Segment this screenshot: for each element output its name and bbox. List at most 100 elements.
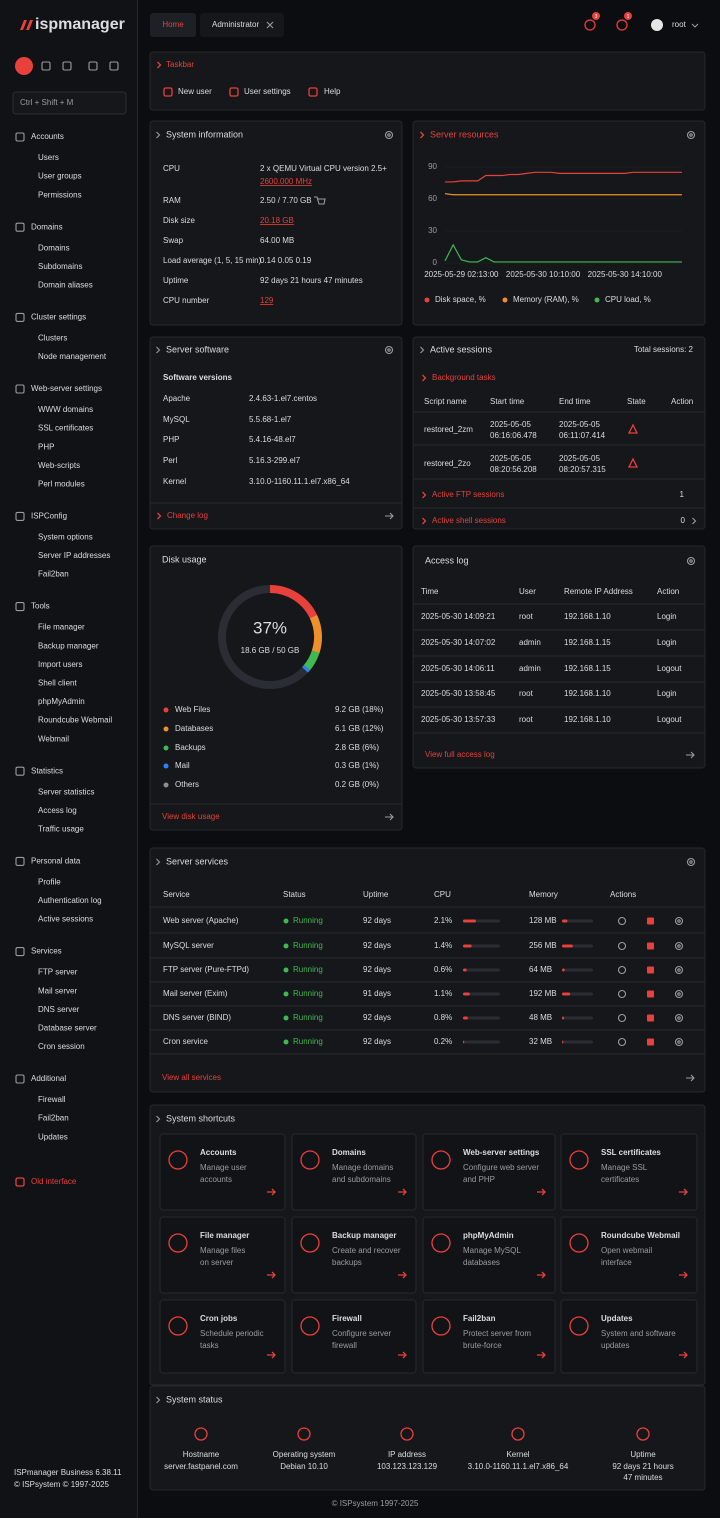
- shortcut-card[interactable]: [422, 1299, 556, 1374]
- menu-group[interactable]: Tools: [31, 602, 50, 611]
- user-menu-chevron[interactable]: [691, 23, 699, 28]
- nav-home[interactable]: [15, 57, 33, 75]
- settings-icon[interactable]: [674, 989, 684, 999]
- avatar[interactable]: [651, 19, 663, 31]
- shortcut-card[interactable]: [560, 1216, 698, 1294]
- menu-item[interactable]: Perl modules: [38, 480, 85, 489]
- stop-button[interactable]: [647, 990, 654, 998]
- shortcut-card[interactable]: [291, 1216, 417, 1294]
- stop-button[interactable]: [647, 942, 654, 950]
- menu-group[interactable]: Accounts: [31, 132, 64, 141]
- menu-item[interactable]: Fail2ban: [38, 1114, 69, 1123]
- view-all-services-link[interactable]: View all services: [162, 1073, 221, 1082]
- shell-sessions[interactable]: Active shell sessions: [432, 516, 506, 525]
- view-access-log-link[interactable]: View full access log: [425, 750, 495, 759]
- menu-group[interactable]: Services: [31, 947, 62, 956]
- stop-button[interactable]: [647, 1038, 654, 1046]
- menu-group[interactable]: Additional: [31, 1074, 66, 1083]
- info-link[interactable]: 2600.000 MHz: [260, 177, 312, 186]
- menu-item[interactable]: DNS server: [38, 1005, 80, 1014]
- arrow-link[interactable]: [385, 813, 394, 821]
- search-placeholder[interactable]: Ctrl + Shift + M: [20, 98, 74, 107]
- menu-item[interactable]: Active sessions: [38, 915, 93, 924]
- shortcut-card[interactable]: [422, 1216, 556, 1294]
- menu-item[interactable]: Traffic usage: [38, 825, 84, 834]
- menu-item[interactable]: WWW domains: [38, 405, 93, 414]
- settings-icon[interactable]: [686, 857, 696, 867]
- settings-icon[interactable]: [686, 556, 696, 566]
- shortcut-card[interactable]: [159, 1299, 286, 1374]
- task-button[interactable]: Help: [324, 87, 341, 96]
- menu-group[interactable]: Cluster settings: [31, 313, 86, 322]
- panel-title[interactable]: Taskbar: [166, 60, 194, 69]
- tab[interactable]: Home: [162, 20, 184, 29]
- stop-button[interactable]: [647, 917, 654, 925]
- menu-item[interactable]: Node management: [38, 352, 107, 361]
- shortcut-card[interactable]: [560, 1299, 698, 1374]
- restart-button[interactable]: [617, 941, 627, 951]
- settings-icon[interactable]: [384, 345, 394, 355]
- menu-item[interactable]: Import users: [38, 660, 82, 669]
- restart-button[interactable]: [617, 1013, 627, 1023]
- ftp-sessions[interactable]: Active FTP sessions: [432, 490, 504, 499]
- search-box[interactable]: [12, 91, 127, 115]
- stop-button[interactable]: [647, 1014, 654, 1022]
- menu-item[interactable]: PHP: [38, 442, 54, 451]
- shortcut-card[interactable]: [422, 1133, 556, 1211]
- task-button[interactable]: User settings: [244, 87, 291, 96]
- menu-item[interactable]: Fail2ban: [38, 570, 69, 579]
- menu-item[interactable]: Users: [38, 153, 59, 162]
- user-name[interactable]: root: [672, 20, 687, 29]
- shortcut-card[interactable]: [560, 1133, 698, 1211]
- menu-item[interactable]: Server statistics: [38, 787, 94, 796]
- menu-item[interactable]: Profile: [38, 878, 61, 887]
- menu-item[interactable]: SSL certificates: [38, 424, 93, 433]
- restart-button[interactable]: [617, 1037, 627, 1047]
- menu-item[interactable]: Roundcube Webmail: [38, 716, 112, 725]
- shortcut-card[interactable]: [291, 1299, 417, 1374]
- settings-icon[interactable]: [674, 965, 684, 975]
- menu-group[interactable]: Web-server settings: [31, 384, 102, 393]
- tab[interactable]: Administrator: [212, 20, 259, 29]
- arrow-link[interactable]: [385, 512, 394, 520]
- menu-item[interactable]: Mail server: [38, 986, 77, 995]
- menu-item[interactable]: Subdomains: [38, 262, 82, 271]
- shortcut-card[interactable]: [291, 1133, 417, 1211]
- menu-group[interactable]: Personal data: [31, 857, 81, 866]
- restart-button[interactable]: [617, 989, 627, 999]
- menu-item[interactable]: Updates: [38, 1132, 68, 1141]
- stop-button[interactable]: [647, 966, 654, 974]
- settings-icon[interactable]: [674, 1037, 684, 1047]
- restart-button[interactable]: [617, 916, 627, 926]
- menu-item[interactable]: Cron session: [38, 1042, 85, 1051]
- info-link[interactable]: 20.18 GB: [260, 216, 294, 225]
- view-disk-usage-link[interactable]: View disk usage: [162, 812, 220, 821]
- info-link[interactable]: 129: [260, 296, 274, 305]
- menu-item[interactable]: User groups: [38, 172, 82, 181]
- menu-item[interactable]: System options: [38, 533, 93, 542]
- restart-button[interactable]: [617, 965, 627, 975]
- menu-item[interactable]: Firewall: [38, 1095, 66, 1104]
- menu-item[interactable]: Shell client: [38, 679, 77, 688]
- menu-item[interactable]: Server IP addresses: [38, 551, 110, 560]
- settings-icon[interactable]: [674, 1013, 684, 1023]
- header-icon[interactable]: [616, 19, 628, 31]
- old-interface-link[interactable]: Old interface: [31, 1177, 77, 1186]
- cart-icon[interactable]: [314, 196, 326, 205]
- menu-item[interactable]: Domains: [38, 243, 70, 252]
- menu-item[interactable]: Clusters: [38, 334, 67, 343]
- tab-active[interactable]: [150, 13, 196, 37]
- header-icon[interactable]: [584, 19, 596, 31]
- nav-icon[interactable]: [41, 61, 51, 71]
- task-button[interactable]: New user: [178, 87, 212, 96]
- settings-icon[interactable]: [674, 941, 684, 951]
- settings-icon[interactable]: [674, 916, 684, 926]
- menu-item[interactable]: Webmail: [38, 734, 69, 743]
- menu-group[interactable]: Domains: [31, 222, 63, 231]
- menu-item[interactable]: Database server: [38, 1024, 97, 1033]
- nav-icon[interactable]: [62, 61, 72, 71]
- arrow-link[interactable]: [686, 751, 695, 759]
- menu-group[interactable]: ISPConfig: [31, 512, 67, 521]
- menu-item[interactable]: Access log: [38, 806, 77, 815]
- menu-item[interactable]: Domain aliases: [38, 281, 93, 290]
